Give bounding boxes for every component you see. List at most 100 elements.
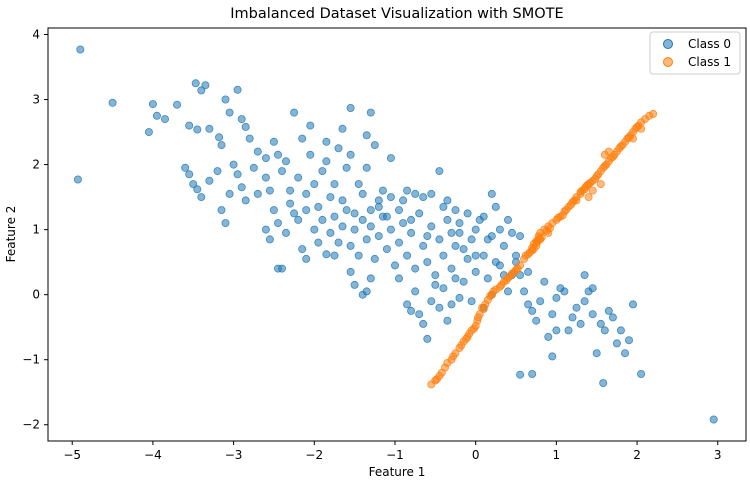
point-class-0 — [350, 225, 359, 234]
point-class-0 — [407, 215, 416, 224]
point-class-0 — [290, 108, 299, 117]
point-class-0 — [709, 415, 718, 424]
point-class-1 — [535, 234, 544, 243]
point-class-0 — [443, 196, 452, 205]
y-axis-label: Feature 2 — [4, 206, 18, 263]
point-class-0 — [215, 133, 224, 142]
point-class-1 — [486, 291, 495, 300]
x-axis-label: Feature 1 — [369, 465, 426, 479]
point-class-0 — [290, 209, 299, 218]
x-tick-label: 1 — [553, 448, 561, 462]
point-class-0 — [459, 277, 468, 286]
point-class-0 — [423, 232, 432, 241]
point-class-0 — [193, 185, 202, 194]
point-class-0 — [394, 274, 403, 283]
point-class-0 — [471, 225, 480, 234]
point-class-0 — [411, 264, 420, 273]
point-class-0 — [185, 121, 194, 130]
point-class-0 — [237, 115, 246, 124]
point-class-0 — [451, 274, 460, 283]
point-class-0 — [326, 193, 335, 202]
point-class-0 — [273, 219, 282, 228]
point-class-0 — [491, 202, 500, 211]
point-class-0 — [338, 222, 347, 231]
point-class-0 — [580, 271, 589, 280]
point-class-0 — [253, 189, 262, 198]
point-class-0 — [419, 319, 428, 328]
point-class-0 — [382, 245, 391, 254]
point-class-0 — [536, 297, 545, 306]
point-class-0 — [588, 284, 597, 293]
point-class-0 — [479, 251, 488, 260]
point-class-0 — [463, 254, 472, 263]
point-class-0 — [427, 297, 436, 306]
point-class-0 — [524, 267, 533, 276]
point-class-0 — [483, 274, 492, 283]
point-class-1 — [596, 180, 605, 189]
point-class-0 — [419, 193, 428, 202]
point-class-0 — [233, 85, 242, 94]
point-class-0 — [599, 379, 608, 388]
point-class-1 — [584, 193, 593, 202]
point-class-0 — [588, 310, 597, 319]
point-class-1 — [478, 303, 487, 312]
point-class-0 — [407, 306, 416, 315]
point-class-1 — [443, 358, 452, 367]
point-class-1 — [449, 352, 458, 361]
point-class-0 — [374, 232, 383, 241]
point-class-0 — [338, 124, 347, 133]
point-class-1 — [604, 147, 613, 156]
point-class-0 — [548, 310, 557, 319]
legend-label-class-0: Class 0 — [688, 37, 731, 51]
point-class-0 — [286, 199, 295, 208]
point-class-0 — [612, 339, 621, 348]
point-class-0 — [108, 98, 117, 107]
point-class-0 — [237, 183, 246, 192]
point-class-0 — [326, 228, 335, 237]
point-class-0 — [302, 189, 311, 198]
point-class-0 — [399, 196, 408, 205]
point-class-0 — [225, 189, 234, 198]
point-class-0 — [403, 186, 412, 195]
point-class-1 — [602, 160, 611, 169]
point-class-0 — [197, 193, 206, 202]
point-class-0 — [362, 235, 371, 244]
point-class-0 — [76, 45, 85, 54]
point-class-0 — [483, 235, 492, 244]
point-class-0 — [447, 228, 456, 237]
point-class-1 — [649, 109, 658, 118]
point-class-0 — [495, 225, 504, 234]
ticks-layer: −5 −4 −3 −2 −1 0 1 2 3 −2 −1 0 1 2 3 4 — [22, 28, 721, 462]
point-class-0 — [261, 173, 270, 182]
point-class-0 — [403, 300, 412, 309]
point-class-0 — [451, 206, 460, 215]
point-class-0 — [564, 326, 573, 335]
point-class-0 — [435, 303, 444, 312]
point-class-0 — [629, 300, 638, 309]
point-class-0 — [229, 160, 238, 169]
point-class-0 — [378, 212, 387, 221]
point-class-0 — [608, 313, 617, 322]
point-class-0 — [479, 212, 488, 221]
x-tick-label: −4 — [144, 448, 162, 462]
point-class-1 — [525, 248, 534, 257]
point-class-0 — [298, 134, 307, 143]
point-class-0 — [346, 267, 355, 276]
point-class-0 — [193, 125, 202, 134]
point-class-0 — [423, 258, 432, 267]
point-class-0 — [532, 316, 541, 325]
point-class-0 — [399, 219, 408, 228]
point-class-0 — [213, 167, 222, 176]
point-class-0 — [576, 319, 585, 328]
point-class-0 — [181, 163, 190, 172]
point-class-0 — [467, 235, 476, 244]
point-class-0 — [314, 202, 323, 211]
point-class-0 — [394, 206, 403, 215]
point-class-0 — [241, 122, 250, 131]
point-class-0 — [362, 163, 371, 172]
point-class-0 — [592, 349, 601, 358]
point-class-0 — [407, 228, 416, 237]
point-class-0 — [330, 251, 339, 260]
point-class-1 — [618, 141, 627, 150]
point-class-0 — [350, 209, 359, 218]
